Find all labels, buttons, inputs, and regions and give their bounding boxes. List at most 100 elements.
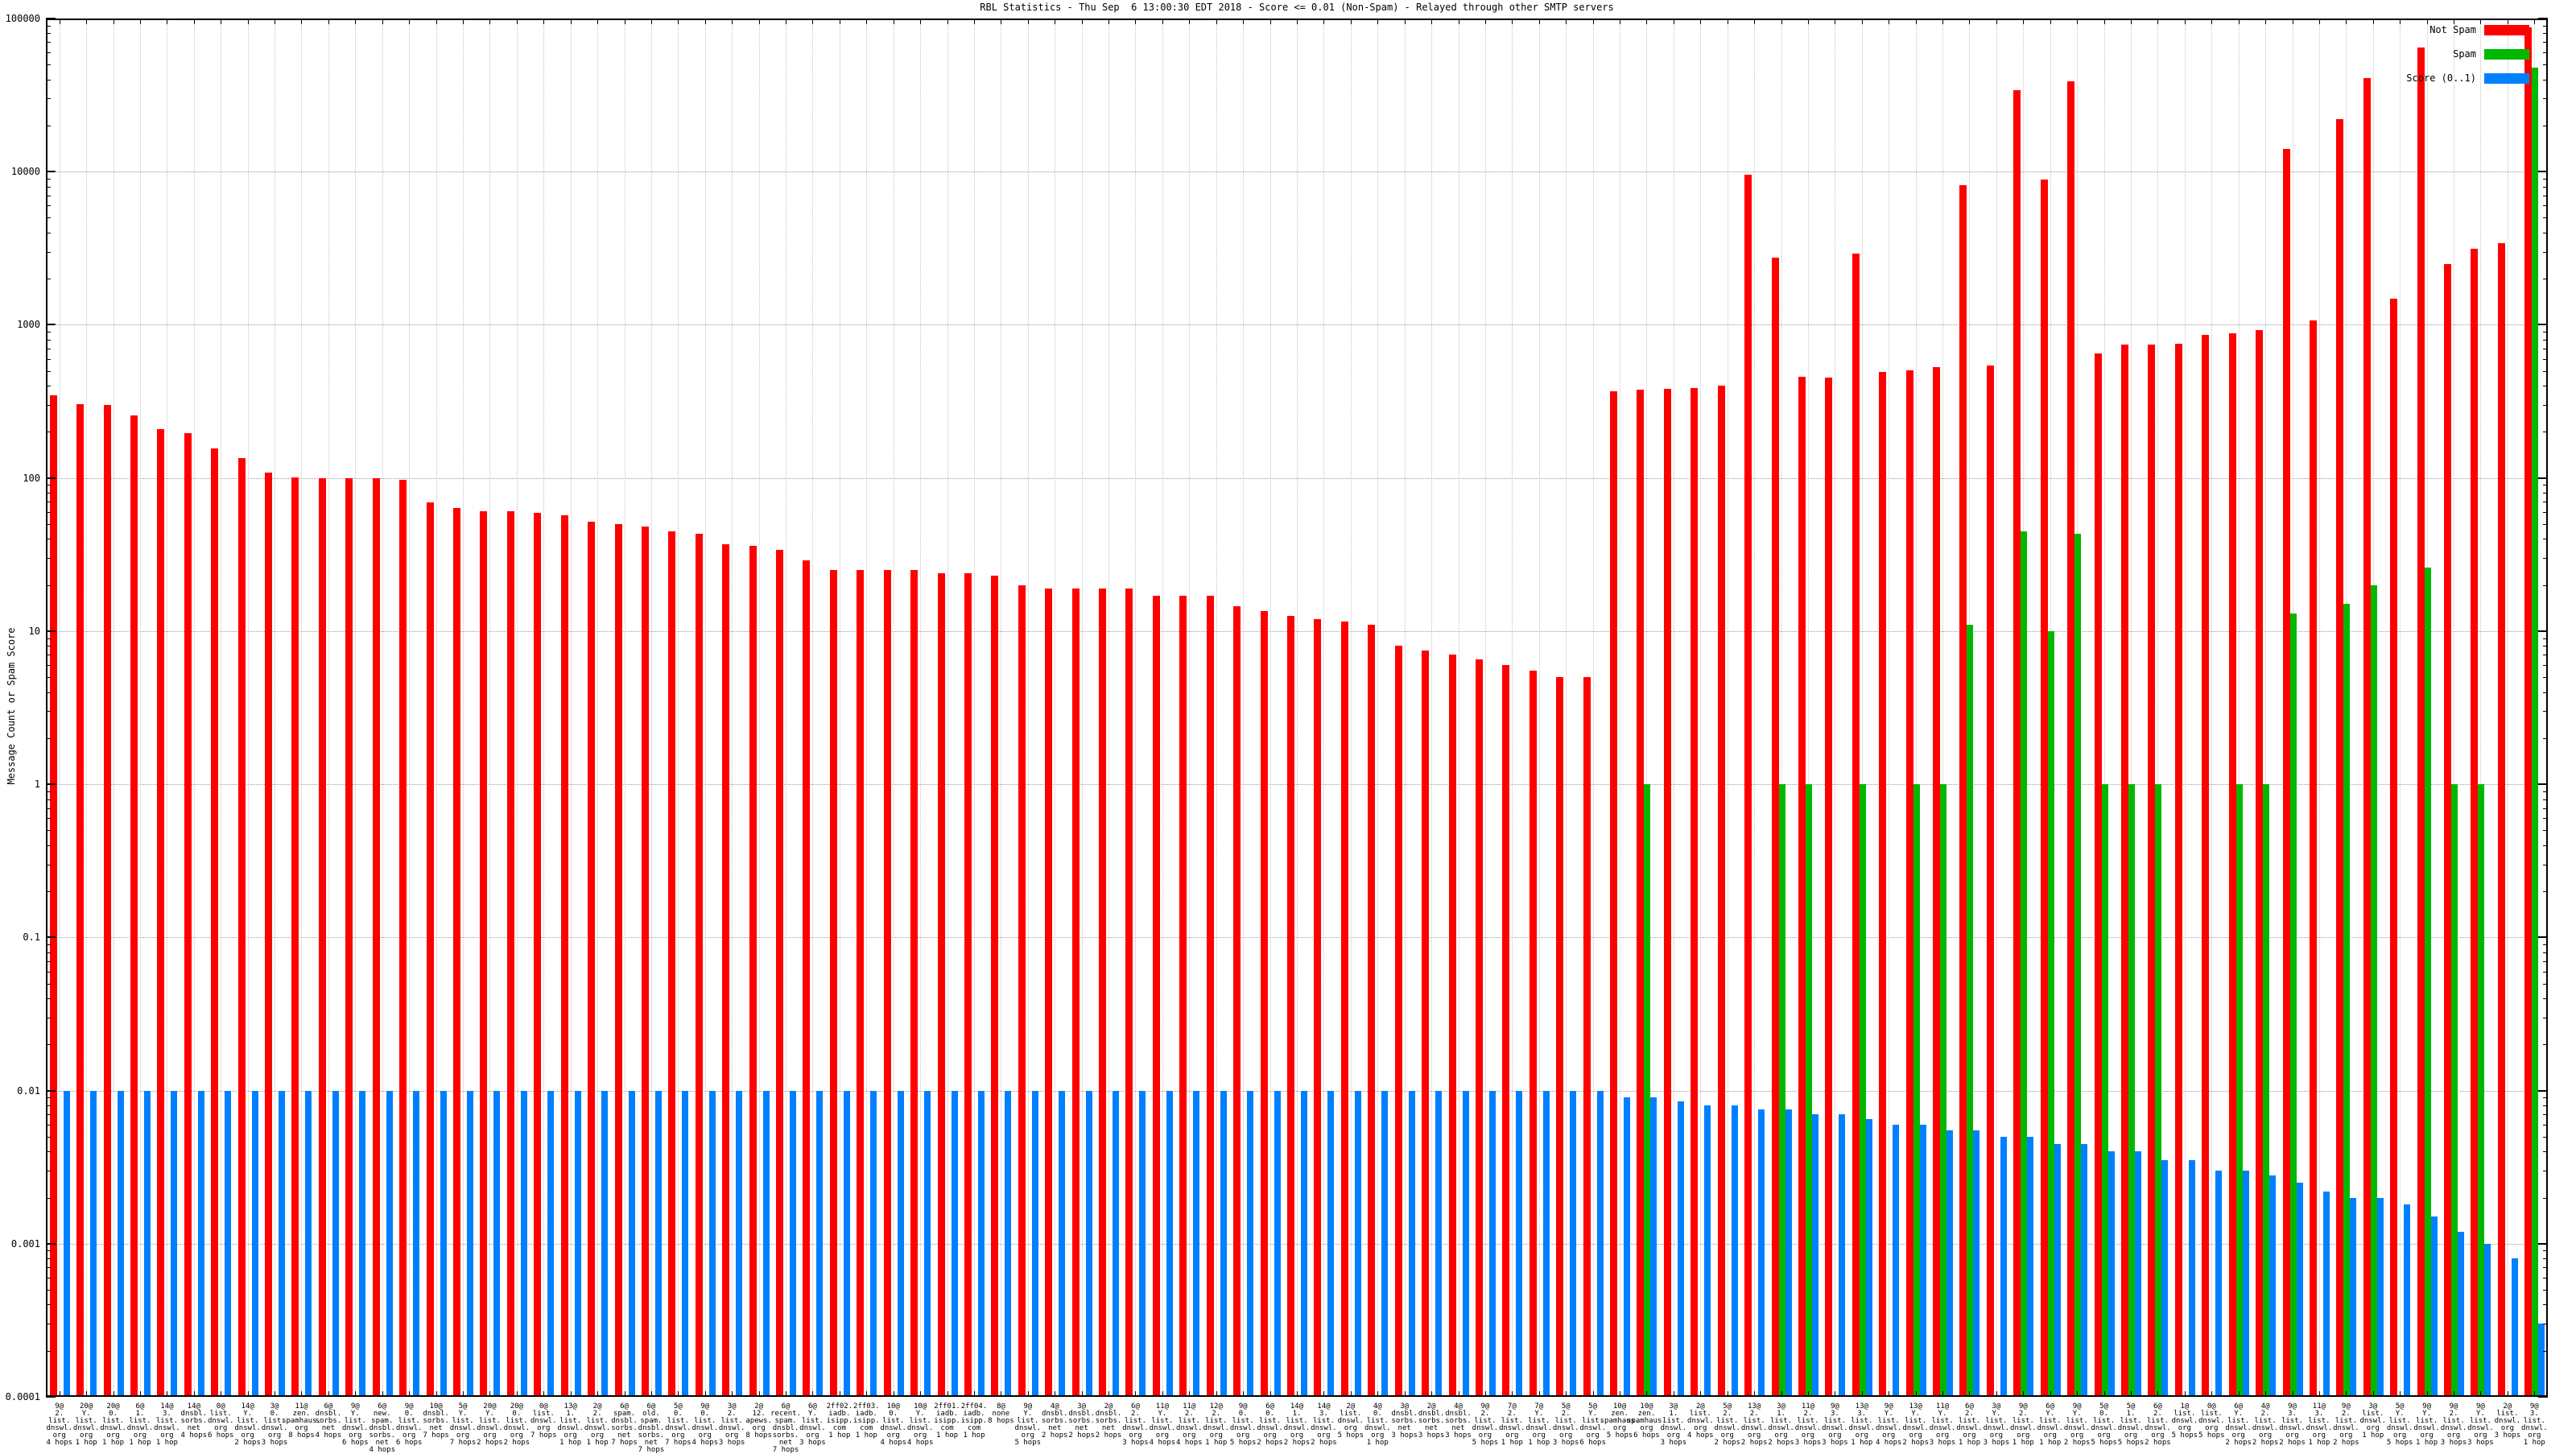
x-gridline — [1162, 19, 1163, 1397]
bar-score — [1166, 1090, 1173, 1397]
score-swatch — [2484, 72, 2529, 84]
y-gridline — [46, 324, 2548, 326]
x-top-tick — [1781, 19, 1782, 24]
x-top-tick — [328, 19, 329, 24]
y-minor-tick — [2543, 845, 2548, 846]
x-tick-label: 2@ 12. apews. org 8 hops — [745, 1402, 772, 1440]
y-minor-tick — [2543, 1197, 2548, 1199]
x-gridline — [1377, 19, 1379, 1397]
bar-not-spam — [883, 570, 891, 1397]
x-tick-label: 10@ Y. list. dnswl. org 4 hops — [906, 1402, 934, 1447]
x-bottom-tick — [1754, 1391, 1756, 1397]
x-top-tick — [1297, 19, 1298, 24]
x-top-tick — [758, 19, 760, 24]
x-tick-label: 6@ recent. spam. dnsbl. sorbs. net 7 hop… — [770, 1402, 801, 1454]
bar-score — [1542, 1090, 1550, 1397]
y-minor-tick — [46, 558, 51, 560]
x-gridline — [1861, 19, 1863, 1397]
x-tick-label: 9@ 0. list. dnswl. org 4 hops — [691, 1402, 719, 1447]
x-bottom-tick — [2023, 1391, 2025, 1397]
bar-not-spam — [588, 521, 596, 1397]
bar-score — [790, 1090, 797, 1397]
bar-score — [2161, 1160, 2169, 1397]
x-bottom-tick — [193, 1391, 195, 1397]
y-minor-tick — [2543, 891, 2548, 893]
x-bottom-tick — [1431, 1391, 1433, 1397]
bar-spam — [1644, 784, 1651, 1397]
x-gridline — [2184, 19, 2186, 1397]
y-minor-tick — [46, 638, 51, 639]
bar-score — [574, 1090, 581, 1397]
bar-not-spam — [1717, 386, 1725, 1397]
x-gridline — [2318, 19, 2320, 1397]
y-minor-tick — [2543, 79, 2548, 81]
x-bottom-tick — [463, 1391, 464, 1397]
bar-not-spam — [1099, 588, 1107, 1397]
bar-not-spam — [1529, 671, 1537, 1397]
x-tick-label: 5@ Y. list. dnswl. org 5 hops — [2386, 1402, 2413, 1447]
y-minor-tick — [2543, 737, 2548, 739]
x-bottom-tick — [732, 1391, 733, 1397]
bar-score — [197, 1090, 204, 1397]
x-bottom-tick — [973, 1391, 975, 1397]
x-gridline — [2157, 19, 2159, 1397]
x-top-tick — [1807, 19, 1809, 24]
bar-not-spam — [506, 510, 514, 1397]
x-tick-label: 11@ Y. list. dnswl. org 3 hops — [1929, 1402, 1956, 1447]
bar-score — [90, 1090, 97, 1397]
x-tick-label: 9@ 2. list. dnswl. org 3 hops — [2440, 1402, 2467, 1447]
y-major-tick — [2538, 936, 2548, 939]
bar-not-spam — [2309, 320, 2317, 1397]
bar-spam — [2451, 784, 2458, 1397]
x-tick-label: 13@ 3. list. dnswl. org 1 hop — [1848, 1402, 1876, 1447]
x-gridline — [1404, 19, 1406, 1397]
bar-score — [2376, 1197, 2384, 1397]
y-minor-tick — [46, 98, 51, 100]
x-gridline — [86, 19, 88, 1397]
x-tick-label: 3@ 0. list. dnswl. org 3 hops — [261, 1402, 288, 1447]
y-minor-tick — [2543, 1136, 2548, 1138]
y-minor-tick — [46, 1105, 51, 1106]
x-tick-label: 13@ Y. list. dnswl. org 2 hops — [1902, 1402, 1929, 1447]
bar-score — [924, 1090, 931, 1397]
x-gridline — [704, 19, 706, 1397]
x-gridline — [1323, 19, 1325, 1397]
x-top-tick — [1243, 19, 1245, 24]
y-minor-tick — [2543, 665, 2548, 667]
x-tick-label: 2ff02. iadb. isipp. com 1 hop — [826, 1402, 853, 1440]
y-minor-tick — [46, 79, 51, 81]
x-top-tick — [516, 19, 518, 24]
bar-not-spam — [1744, 175, 1752, 1397]
x-tick-label: 7@ Y. list. dnswl. org 1 hop — [1525, 1402, 1553, 1447]
x-tick-label: 11@ 2. list. dnswl. org 4 hops — [1176, 1402, 1203, 1447]
bar-not-spam — [1394, 646, 1402, 1397]
bar-not-spam — [2256, 330, 2264, 1397]
x-tick-label: 3@ 2. list. dnswl. org 3 hops — [718, 1402, 745, 1447]
y-minor-tick — [2543, 511, 2548, 513]
bar-not-spam — [1260, 611, 1268, 1397]
x-tick-label: 9@ Y. list. dnswl. org 1 hop — [2413, 1402, 2440, 1447]
x-tick-label: 14@ 3. list. dnswl. org 1 hop — [154, 1402, 180, 1447]
bar-score — [467, 1090, 473, 1397]
x-tick-label: 11@ zen. spamhaus. org 8 hops — [282, 1402, 321, 1440]
x-gridline — [678, 19, 679, 1397]
bar-not-spam — [49, 395, 57, 1397]
y-minor-tick — [46, 584, 51, 586]
y-minor-tick — [2543, 944, 2548, 946]
x-top-tick — [1996, 19, 1997, 24]
bar-score — [2188, 1160, 2195, 1397]
x-top-tick — [1484, 19, 1486, 24]
bar-score — [628, 1090, 635, 1397]
x-tick-label: 4@ dnsbl. sorbs. net 2 hops — [1041, 1402, 1068, 1440]
x-gridline — [1484, 19, 1486, 1397]
bar-score — [1031, 1090, 1038, 1397]
legend-spam-label: Spam — [2453, 48, 2476, 60]
x-bottom-tick — [301, 1391, 303, 1397]
bar-not-spam — [1502, 665, 1510, 1397]
bar-spam — [2263, 784, 2270, 1397]
x-tick-label: 2@ list. dnswl. org 5 hops — [1337, 1402, 1364, 1440]
x-gridline — [463, 19, 464, 1397]
bar-not-spam — [1071, 588, 1080, 1397]
bar-not-spam — [1448, 655, 1456, 1397]
x-top-tick — [1861, 19, 1863, 24]
